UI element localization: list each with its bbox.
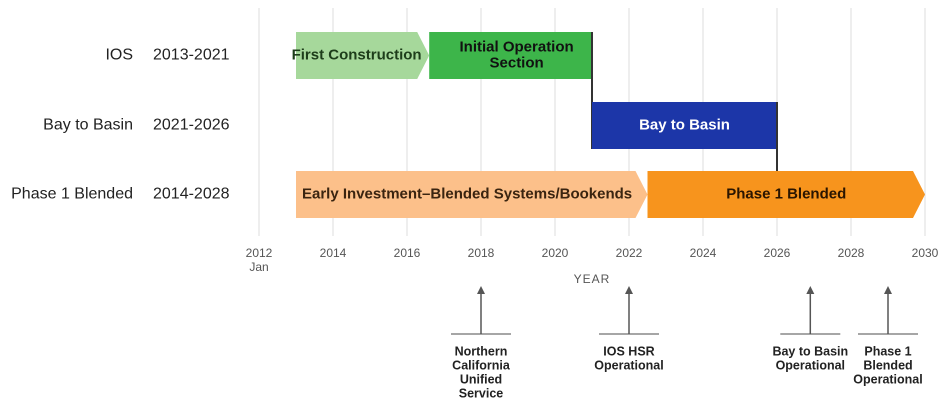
- row-name: Bay to Basin: [43, 117, 133, 134]
- x-tick-label: 2016: [394, 246, 421, 260]
- row-period: 2013-2021: [153, 47, 230, 64]
- x-tick-label: 2028: [838, 246, 865, 260]
- milestone-label: Unified: [460, 372, 502, 386]
- bar-label: First Construction: [292, 46, 422, 63]
- x-tick-label: 2012: [246, 246, 273, 260]
- x-tick-label: 2020: [542, 246, 569, 260]
- x-tick-label: 2018: [468, 246, 495, 260]
- bar-label: Phase 1 Blended: [726, 185, 846, 202]
- x-tick-label: 2022: [616, 246, 643, 260]
- milestone-label: Operational: [853, 372, 922, 386]
- milestone-arrowhead: [806, 286, 815, 294]
- bar-label: Section: [490, 54, 544, 71]
- bar-segment: [296, 32, 430, 79]
- milestone-label: IOS HSR: [603, 344, 654, 358]
- milestone-label: Operational: [594, 358, 663, 372]
- milestone-arrowhead: [477, 286, 485, 294]
- milestone-label: Blended: [863, 358, 912, 372]
- row-name: IOS: [105, 47, 133, 64]
- x-tick-label: 2014: [320, 246, 347, 260]
- milestone-label: California: [452, 358, 511, 372]
- x-axis-label: YEAR: [574, 272, 611, 286]
- row-period: 2014-2028: [153, 186, 230, 203]
- milestone-label: Northern: [455, 344, 508, 358]
- bar-segment: [429, 32, 592, 79]
- milestone-label: Operational: [776, 358, 845, 372]
- x-tick-label: 2024: [690, 246, 717, 260]
- bar-label: Initial Operation: [460, 38, 574, 55]
- row-name: Phase 1 Blended: [11, 186, 133, 203]
- milestone-arrowhead: [625, 286, 633, 294]
- milestone-label: Service: [459, 386, 504, 400]
- milestone-label: Bay to Basin: [772, 344, 848, 358]
- bar-label: Early Investment–Blended Systems/Bookend…: [302, 185, 632, 202]
- bar-label: Bay to Basin: [639, 116, 730, 133]
- x-tick-label: 2030: [912, 246, 938, 260]
- x-tick-label: 2026: [764, 246, 791, 260]
- row-period: 2021-2026: [153, 117, 230, 134]
- bar-segment: [592, 102, 777, 149]
- milestone-label: Phase 1: [864, 344, 911, 358]
- bar-segment: [296, 171, 648, 218]
- bar-segment: [647, 171, 925, 218]
- milestone-arrowhead: [884, 286, 892, 294]
- x-tick-sublabel: Jan: [249, 260, 268, 274]
